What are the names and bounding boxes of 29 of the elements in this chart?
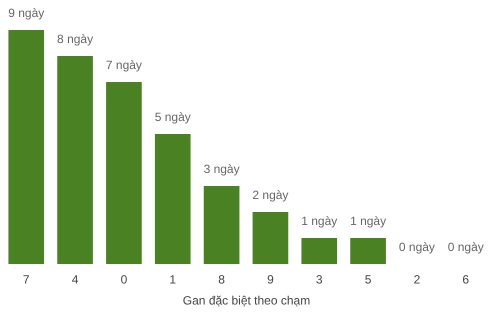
bar xyxy=(350,238,386,264)
data-label: 3 ngày xyxy=(204,162,240,176)
bar xyxy=(8,30,44,264)
data-label: 5 ngày xyxy=(154,110,191,124)
x-tick-label: 1 xyxy=(169,272,176,286)
bar xyxy=(154,134,191,264)
data-label: 8 ngày xyxy=(57,32,94,46)
x-tick-label: 9 xyxy=(267,272,274,286)
data-label: 0 ngày xyxy=(398,240,435,254)
x-axis-title: Gan đặc biệt theo chạm xyxy=(182,294,310,308)
x-tick-label: 0 xyxy=(120,272,128,286)
bar xyxy=(204,186,240,264)
x-tick-label: 3 xyxy=(316,272,323,286)
x-tick-label: 2 xyxy=(414,272,421,286)
x-tick-label: 5 xyxy=(364,272,372,286)
data-label: 1 ngày xyxy=(350,214,386,228)
data-label: 2 ngày xyxy=(252,188,288,202)
bar xyxy=(106,82,142,264)
bar xyxy=(252,212,288,264)
data-label: 0 ngày xyxy=(448,240,484,254)
x-tick-label: 8 xyxy=(218,272,226,286)
bar xyxy=(57,56,93,264)
x-tick-label: 6 xyxy=(462,272,470,286)
data-label: 1 ngày xyxy=(301,214,338,228)
bar xyxy=(301,238,338,264)
data-label: 9 ngày xyxy=(8,6,44,20)
x-tick-label: 4 xyxy=(72,272,79,286)
x-tick-label: 7 xyxy=(22,272,30,286)
data-label: 7 ngày xyxy=(106,58,142,72)
